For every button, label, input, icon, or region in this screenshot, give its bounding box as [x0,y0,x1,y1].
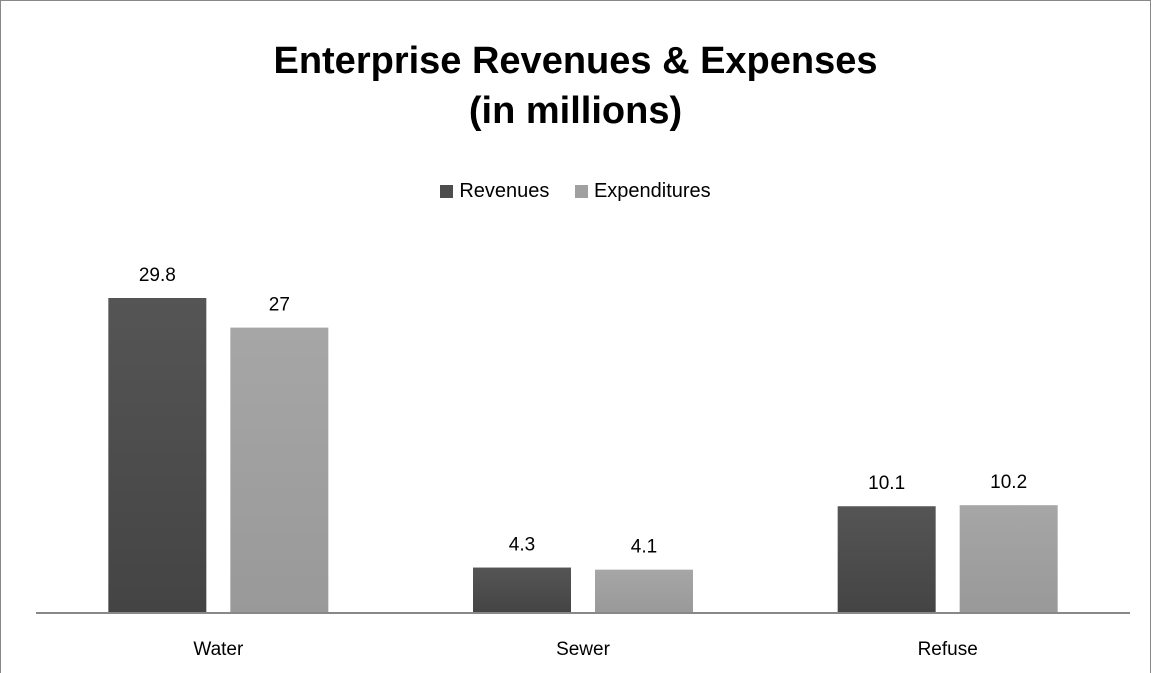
bar-expenditures-water [230,327,329,613]
legend-label-expenditures: Expenditures [593,180,711,202]
data-label-revenues-sewer: 4.3 [509,535,535,556]
x-tick-label-refuse: Refuse [918,639,978,660]
bar-revenues-refuse [837,506,936,613]
legend-label-revenues: Revenues [459,180,550,202]
chart-legend: Revenues Expenditures [0,178,1151,205]
data-label-revenues-water: 29.8 [139,265,176,286]
chart-subtitle: (in millions) [468,90,683,132]
chart-title: Enterprise Revenues & Expenses [273,40,878,82]
bar-revenues-water [108,298,207,613]
legend-item-expenditures: Expenditures [574,178,711,204]
chart-title-block: Enterprise Revenues & Expenses (in milli… [0,36,1151,136]
bar-expenditures-sewer [595,569,693,613]
bar-revenues-sewer [473,567,571,613]
data-label-expenditures-sewer: 4.1 [631,537,657,558]
data-label-expenditures-water: 27 [269,295,290,316]
bar-expenditures-refuse [959,505,1058,613]
data-label-revenues-refuse: 10.1 [868,473,905,494]
legend-swatch-revenues [440,184,454,198]
x-tick-label-water: Water [193,639,244,660]
legend-item-revenues: Revenues [440,178,549,204]
legend-swatch-expenditures [574,184,588,198]
data-label-expenditures-refuse: 10.2 [990,472,1027,493]
x-tick-label-sewer: Sewer [556,639,611,660]
